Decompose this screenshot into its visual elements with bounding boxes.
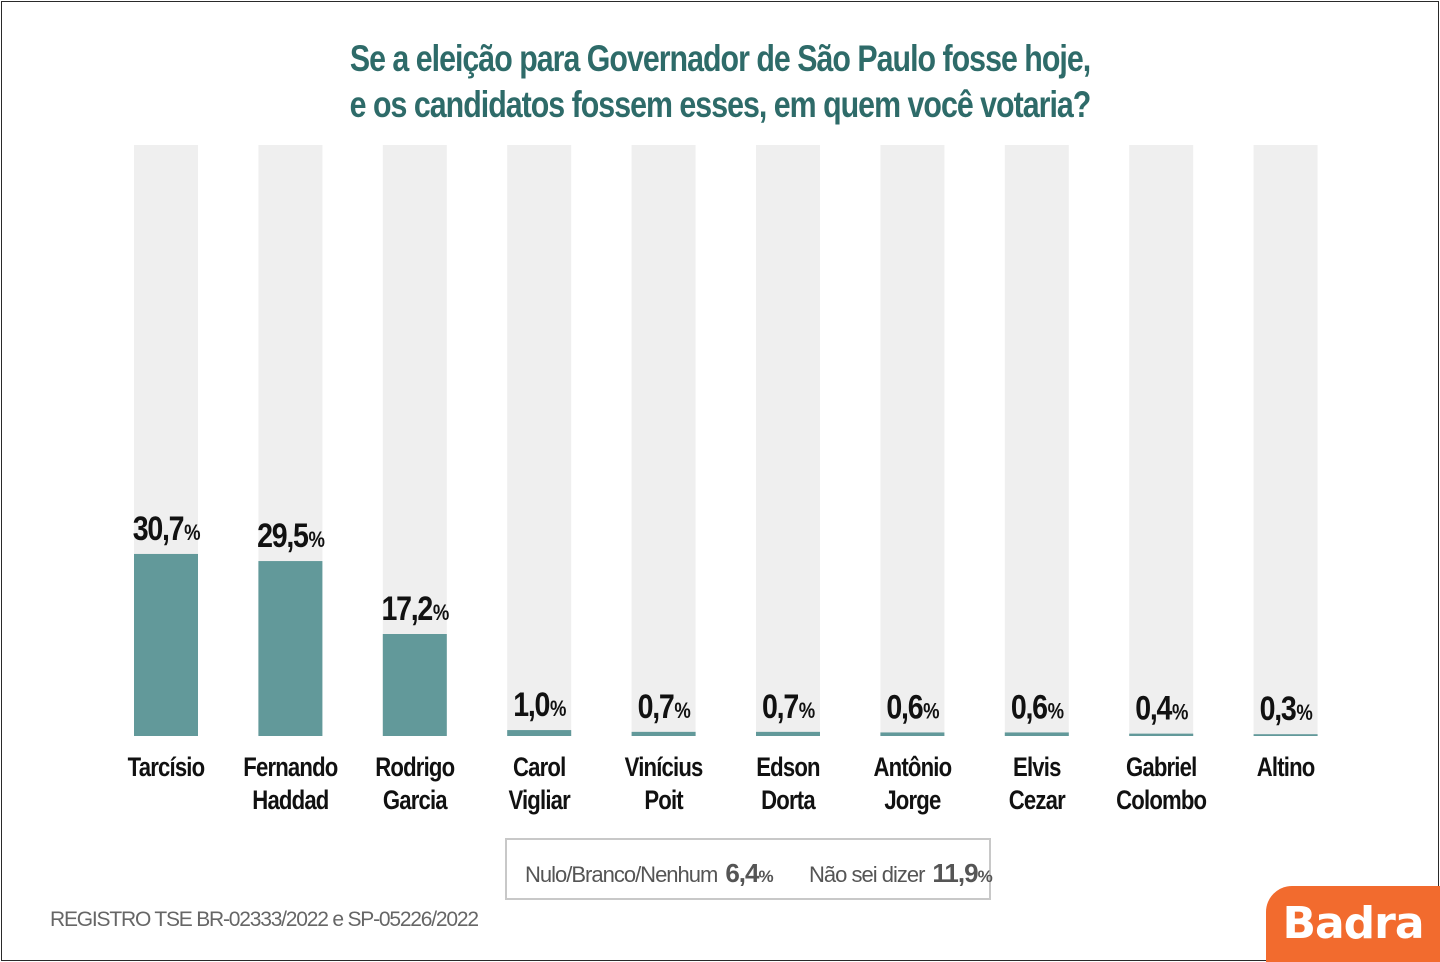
bar-value-number-4: 1,0 [513, 686, 550, 724]
category-label-6-line-1: Edson [756, 753, 820, 783]
category-label-7-line-2: Jorge [884, 786, 940, 816]
category-label-3: Rodrigo Garcia [375, 753, 455, 816]
bar-track-5 [631, 145, 696, 736]
bar-value-number-9: 0,4 [1135, 689, 1173, 727]
other-response-null-unit: % [758, 867, 774, 886]
bar-1 [134, 553, 198, 736]
category-label-7: Antônio Jorge [873, 753, 952, 816]
bar-value-number-1: 30,7 [133, 510, 184, 548]
other-responses-box: Nulo/Branco/Nenhum 6,4% Não sei dizer 11,9… [505, 838, 993, 900]
bar-track-6 [756, 145, 820, 736]
bar-value-label-2: 29,5% [257, 517, 325, 555]
bar-value-label-7: 0,6% [886, 688, 939, 726]
category-label-3-line-1: Rodrigo [375, 753, 455, 783]
bar-10 [1253, 734, 1318, 736]
category-label-1: Tarcísio [128, 753, 205, 783]
bar-value-label-4: 1,0% [513, 686, 566, 724]
category-label-8: Elvis Cezar [1009, 753, 1066, 816]
category-label-2-line-1: Fernando [243, 753, 338, 783]
bar-value-unit-8: % [1048, 700, 1064, 724]
category-label-8-line-2: Cezar [1009, 786, 1066, 816]
other-response-null-value: 6,4 [725, 858, 759, 888]
category-label-9-line-2: Colombo [1116, 786, 1207, 816]
bar-track-7 [880, 145, 945, 736]
bar-value-label-8: 0,6% [1011, 688, 1064, 726]
bar-value-label-6: 0,7% [762, 688, 815, 726]
category-label-7-line-1: Antônio [873, 753, 952, 783]
bar-value-number-7: 0,6 [886, 688, 923, 726]
bar-value-number-10: 0,3 [1260, 690, 1297, 728]
category-label-10: Altino [1257, 753, 1316, 783]
bar-8 [1004, 732, 1069, 736]
category-label-4-line-2: Vigliar [508, 786, 571, 816]
chart-title-line-2: e os candidatos fossem esses, em quem vo… [349, 84, 1092, 125]
category-label-5-line-1: Vinícius [625, 753, 703, 783]
other-response-unsure: Não sei dizer 11,9% [809, 858, 993, 889]
bar-track-10 [1253, 145, 1318, 736]
bar-value-number-6: 0,7 [762, 688, 799, 726]
category-label-10-line-1: Altino [1257, 753, 1316, 783]
bar-value-unit-4: % [550, 698, 566, 722]
category-label-4-line-1: Carol [513, 753, 566, 783]
category-label-6: Edson Dorta [756, 753, 820, 816]
category-label-5: Vinícius Poit [625, 753, 703, 816]
chart-title-line-1: Se a eleição para Governador de São Paul… [349, 38, 1091, 79]
bar-6 [756, 731, 820, 736]
bar-value-number-8: 0,6 [1011, 688, 1048, 726]
bar-track-9 [1129, 145, 1194, 736]
other-response-unsure-unit: % [977, 867, 993, 886]
category-label-3-line-2: Garcia [383, 786, 448, 816]
bar-track-8 [1004, 145, 1069, 736]
bar-5 [631, 731, 696, 736]
bar-value-unit-6: % [799, 699, 815, 723]
category-label-6-line-2: Dorta [761, 786, 816, 816]
bar-9 [1129, 733, 1194, 736]
bar-value-number-2: 29,5 [257, 517, 308, 555]
bar-value-label-9: 0,4% [1135, 689, 1188, 727]
bar-value-unit-5: % [674, 699, 690, 723]
bar-value-unit-1: % [184, 522, 200, 546]
bar-value-unit-3: % [433, 602, 449, 626]
bar-value-unit-2: % [308, 529, 324, 553]
bar-value-unit-9: % [1172, 701, 1188, 725]
brand-logo: Badra [1266, 886, 1440, 962]
other-response-unsure-label: Não sei dizer [809, 862, 925, 887]
bar-value-number-5: 0,7 [638, 688, 675, 726]
category-label-2: Fernando Haddad [243, 753, 338, 816]
other-response-null-label: Nulo/Branco/Nenhum [525, 862, 718, 887]
bar-value-label-1: 30,7% [133, 510, 201, 548]
bar-value-unit-7: % [923, 700, 939, 724]
category-label-5-line-2: Poit [644, 786, 683, 816]
bar-value-number-3: 17,2 [382, 590, 433, 628]
registry-note: REGISTRO TSE BR-02333/2022 e SP-05226/20… [50, 908, 479, 931]
bar-3 [382, 634, 447, 736]
bar-4 [507, 730, 572, 736]
category-label-4: Carol Vigliar [508, 753, 571, 816]
bar-value-label-5: 0,7% [638, 688, 691, 726]
category-label-9: Gabriel Colombo [1116, 753, 1207, 816]
bar-value-label-10: 0,3% [1260, 690, 1313, 728]
bar-7 [880, 732, 945, 736]
bar-value-label-3: 17,2% [382, 590, 450, 628]
bar-value-unit-10: % [1296, 702, 1312, 726]
category-label-2-line-2: Haddad [252, 786, 328, 816]
chart-title: Se a eleição para Governador de São Paul… [130, 36, 1311, 128]
category-label-8-line-1: Elvis [1013, 753, 1061, 783]
bar-2 [258, 561, 323, 736]
category-label-1-line-1: Tarcísio [128, 753, 205, 783]
other-response-unsure-value: 11,9 [932, 858, 978, 888]
other-response-null: Nulo/Branco/Nenhum 6,4% [525, 858, 774, 889]
bar-track-4 [507, 145, 572, 736]
category-label-9-line-1: Gabriel [1126, 753, 1197, 783]
